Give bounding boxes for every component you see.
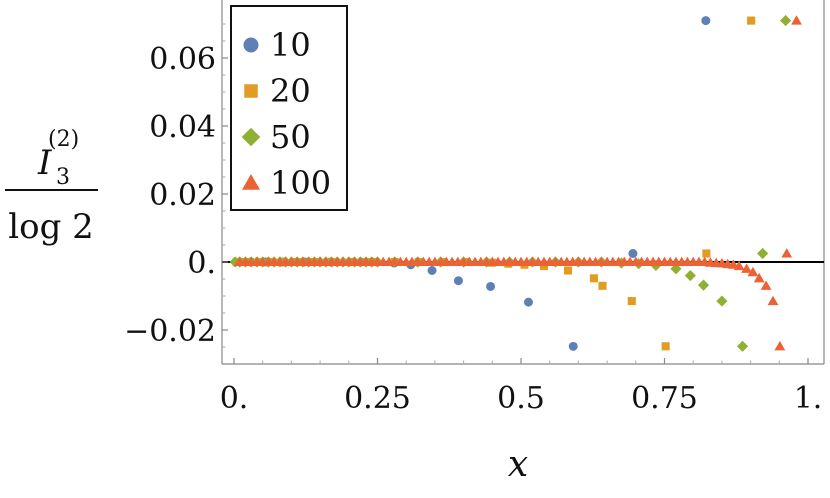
legend: 10 20 50 100: [230, 5, 348, 211]
data-point-series-10: [427, 266, 437, 275]
data-point-series-20: [564, 266, 573, 275]
data-point-series-10: [628, 249, 638, 258]
x-tick-label: 0.: [220, 381, 249, 416]
x-tick-label: 0.5: [497, 381, 545, 416]
y-label-numerator: I: [37, 143, 52, 183]
data-points: [229, 15, 802, 352]
data-point-series-10: [568, 341, 578, 351]
data-point-series-20: [627, 297, 636, 306]
data-point-series-50: [780, 15, 792, 27]
axis-tick-labels: 0. 0.25 0.5 0.75 1.−0.020.0.020.040.06: [124, 42, 822, 416]
x-axis-label: x: [508, 444, 528, 485]
data-point-series-10: [486, 281, 496, 291]
data-point-series-100: [774, 340, 786, 351]
y-tick-label: 0.02: [149, 178, 216, 213]
data-point-series-50: [716, 295, 728, 307]
y-label-subscript: 3: [56, 165, 70, 190]
y-axis-label: I 3 (2) log 2: [5, 127, 98, 247]
data-point-series-50: [697, 279, 710, 291]
data-point-series-20: [702, 249, 711, 258]
axis-ticks: [222, 23, 809, 364]
data-point-series-50: [684, 270, 696, 282]
legend-marker-20: [244, 84, 258, 98]
legend-label-100: 100: [270, 164, 331, 202]
data-point-series-20: [661, 342, 670, 351]
legend-label-10: 10: [270, 26, 311, 64]
data-point-series-100: [753, 272, 765, 283]
legend-marker-10: [243, 37, 259, 53]
data-point-series-100: [747, 266, 759, 277]
legend-label-50: 50: [270, 118, 311, 156]
x-tick-label: 0.25: [344, 381, 411, 416]
y-tick-label: 0.06: [149, 42, 216, 77]
x-tick-label: 0.75: [631, 381, 698, 416]
legend-marker-100: [242, 174, 260, 190]
legend-marker-50: [241, 127, 261, 147]
data-point-series-10: [453, 276, 463, 286]
y-tick-label: −0.02: [124, 314, 216, 349]
data-point-series-50: [757, 247, 769, 260]
data-point-series-20: [589, 274, 598, 283]
data-point-series-10: [523, 297, 533, 307]
plot-frame: [221, 0, 825, 365]
x-tick-label: 1.: [794, 381, 823, 416]
data-point-series-20: [598, 281, 607, 290]
data-point-series-20: [747, 16, 756, 25]
data-point-series-50: [736, 340, 749, 352]
data-point-series-100: [791, 15, 802, 25]
y-tick-label: 0.04: [149, 110, 216, 145]
y-label-denominator: log 2: [8, 207, 94, 247]
data-point-series-100: [767, 295, 779, 306]
data-point-series-100: [733, 260, 745, 271]
data-point-series-10: [701, 16, 711, 26]
y-tick-label: 0.: [187, 246, 216, 281]
y-label-superscript: (2): [48, 127, 79, 152]
data-point-series-100: [781, 248, 793, 258]
data-point-series-100: [760, 280, 772, 290]
data-point-series-100: [741, 263, 752, 273]
legend-label-20: 20: [270, 72, 311, 110]
data-point-series-20: [539, 262, 549, 271]
